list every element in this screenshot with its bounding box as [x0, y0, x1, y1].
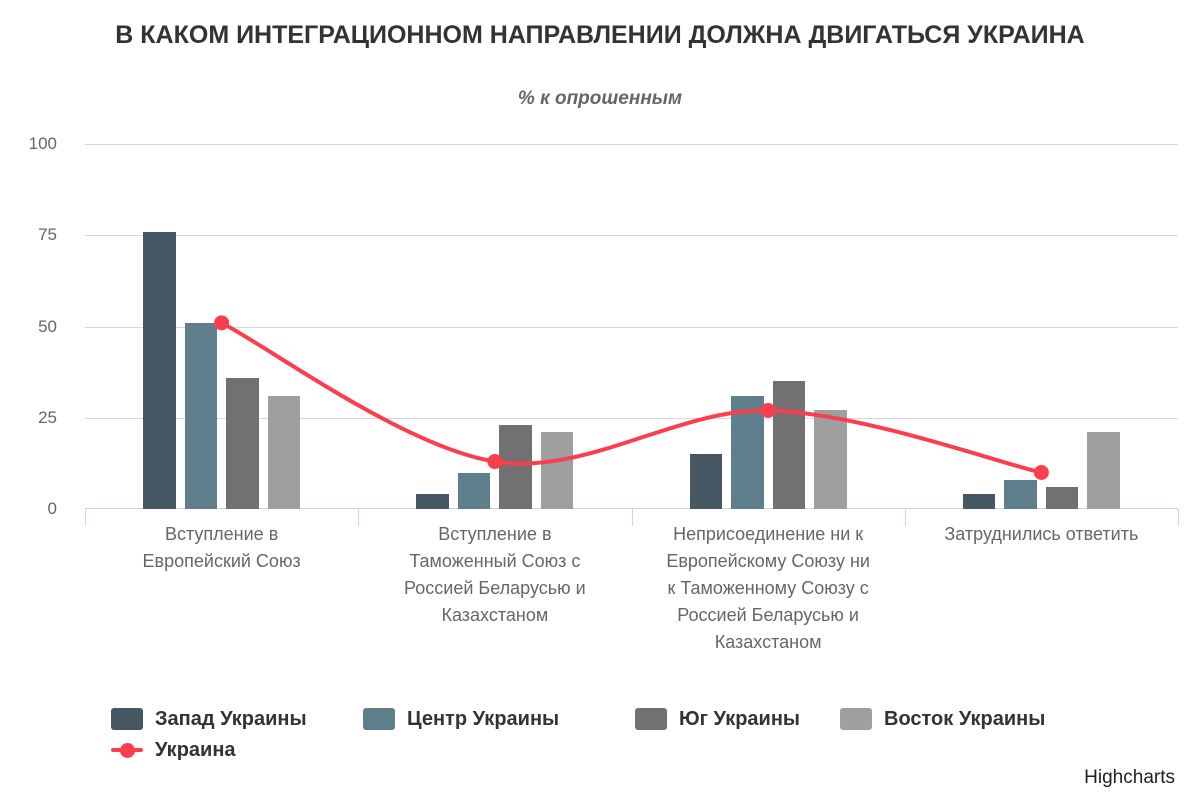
y-axis-label: 50 — [38, 316, 57, 336]
legend-label: Украина — [155, 738, 236, 761]
legend-label: Юг Украины — [679, 707, 800, 730]
bar-Запад Украины[interactable] — [962, 494, 996, 509]
bar-Центр Украины[interactable] — [457, 472, 491, 509]
bar-group — [143, 231, 301, 509]
legend-item-zapad-ukrainy[interactable]: Запад Украины — [111, 707, 307, 731]
x-axis-tick — [1178, 509, 1179, 526]
bar-Юг Украины[interactable] — [226, 377, 259, 509]
legend-item-yug-ukrainy[interactable]: Юг Украины — [635, 707, 800, 731]
bar-Юг Украины[interactable] — [499, 425, 532, 509]
chart-title: В КАКОМ ИНТЕГРАЦИОННОМ НАПРАВЛЕНИИ ДОЛЖН… — [115, 21, 1085, 49]
y-axis-label: 100 — [28, 134, 57, 153]
x-axis-tick — [358, 509, 360, 526]
highcharts-credits-link[interactable]: Highcharts — [1084, 767, 1175, 788]
legend-label: Запад Украины — [155, 707, 307, 730]
y-axis-label: 75 — [38, 225, 57, 245]
bar-Запад Украины[interactable] — [416, 494, 449, 509]
legend-swatch-zapad — [111, 708, 143, 730]
bar-Центр Украины[interactable] — [1004, 479, 1037, 509]
x-axis-category-label: Неприсоединение ни к Европейскому Союзу … — [666, 524, 870, 652]
bar-Центр Украины[interactable] — [184, 322, 218, 509]
bar-Восток Украины[interactable] — [267, 395, 301, 509]
legend-item-vostok-ukrainy[interactable]: Восток Украины — [840, 707, 1045, 731]
bar-Запад Украины[interactable] — [689, 454, 723, 509]
legend-swatch-vostok — [840, 708, 872, 730]
legend-item-tsentr-ukrainy[interactable]: Центр Украины — [363, 707, 559, 731]
x-axis-category-label: Вступление в Таможенный Союз с Россией Б… — [404, 524, 586, 625]
plot-area — [85, 144, 1179, 526]
bar-Юг Украины[interactable] — [1045, 487, 1079, 509]
x-axis-tick — [85, 509, 86, 526]
x-axis-line — [85, 508, 1178, 509]
chart-subtitle: % к опрошенным — [517, 88, 683, 109]
bar-Восток Украины[interactable] — [814, 410, 847, 509]
bar-Запад Украины[interactable] — [143, 231, 176, 509]
y-axis-label: 0 — [47, 499, 57, 518]
legend-label: Центр Украины — [407, 707, 560, 730]
bar-Юг Украины[interactable] — [772, 381, 806, 509]
bar-group — [689, 381, 847, 509]
legend-swatch-tsentr — [363, 708, 395, 730]
legend-item-ukraina[interactable]: Украина — [111, 738, 236, 762]
x-axis-category-label: Затруднились ответить — [944, 524, 1139, 544]
bar-Восток Украины[interactable] — [1087, 432, 1120, 509]
legend-label: Восток Украины — [884, 707, 1046, 730]
gridline — [85, 235, 1178, 237]
bar-Восток Украины[interactable] — [540, 432, 574, 509]
bar-group — [416, 425, 574, 509]
x-axis-category-label: Вступление в Европейский Союз — [142, 524, 301, 571]
x-axis-tick — [904, 509, 906, 526]
legend-swatch-yug — [635, 708, 667, 730]
line-series-marker-icon — [111, 742, 143, 758]
bar-Центр Украины[interactable] — [731, 395, 764, 509]
x-axis-tick — [631, 509, 633, 526]
gridline — [85, 144, 1178, 145]
y-axis-label: 25 — [38, 407, 57, 427]
bar-group — [962, 432, 1120, 509]
